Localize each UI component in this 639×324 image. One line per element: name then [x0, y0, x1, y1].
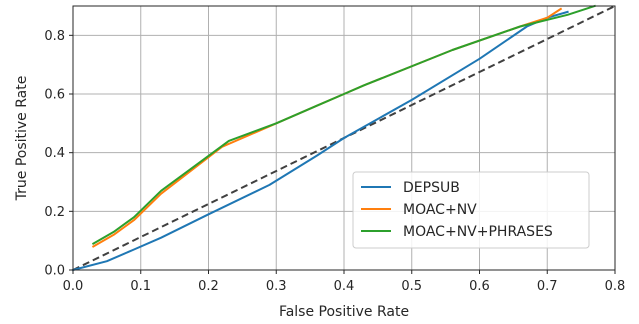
x-tick-label: 0.0: [63, 279, 84, 294]
x-tick-label: 0.3: [266, 279, 287, 294]
y-axis-label: True Positive Rate: [14, 76, 30, 202]
x-tick-label: 0.4: [334, 279, 355, 294]
legend-label: MOAC+NV+PHRASES: [403, 224, 553, 240]
y-tick-label: 0.6: [44, 88, 65, 103]
legend: DEPSUB MOAC+NV MOAC+NV+PHRASES: [352, 171, 590, 249]
x-tick-label: 0.1: [130, 279, 151, 294]
legend-box: [352, 171, 590, 249]
x-tick-label: 0.8: [605, 279, 626, 294]
x-tick-label: 0.5: [401, 279, 422, 294]
legend-label: DEPSUB: [403, 180, 460, 196]
y-tick-label: 0.8: [44, 29, 65, 44]
series-group: [71, 4, 596, 272]
y-tick-label: 0.0: [44, 264, 65, 279]
x-tick-label: 0.2: [198, 279, 219, 294]
x-tick-label: 0.6: [469, 279, 490, 294]
series-line-depsub: [71, 10, 569, 272]
legend-label: MOAC+NV: [403, 202, 477, 218]
y-ticks: 0.0 0.2 0.4 0.6 0.8: [44, 29, 73, 279]
x-ticks: 0.0 0.1 0.2 0.3 0.4 0.5 0.6 0.7 0.8: [63, 270, 626, 294]
y-tick-label: 0.4: [44, 146, 65, 161]
series-line-moac-nv-phrases: [91, 4, 596, 245]
x-axis-label: False Positive Rate: [279, 304, 409, 320]
x-tick-label: 0.7: [537, 279, 558, 294]
y-tick-label: 0.2: [44, 205, 65, 220]
